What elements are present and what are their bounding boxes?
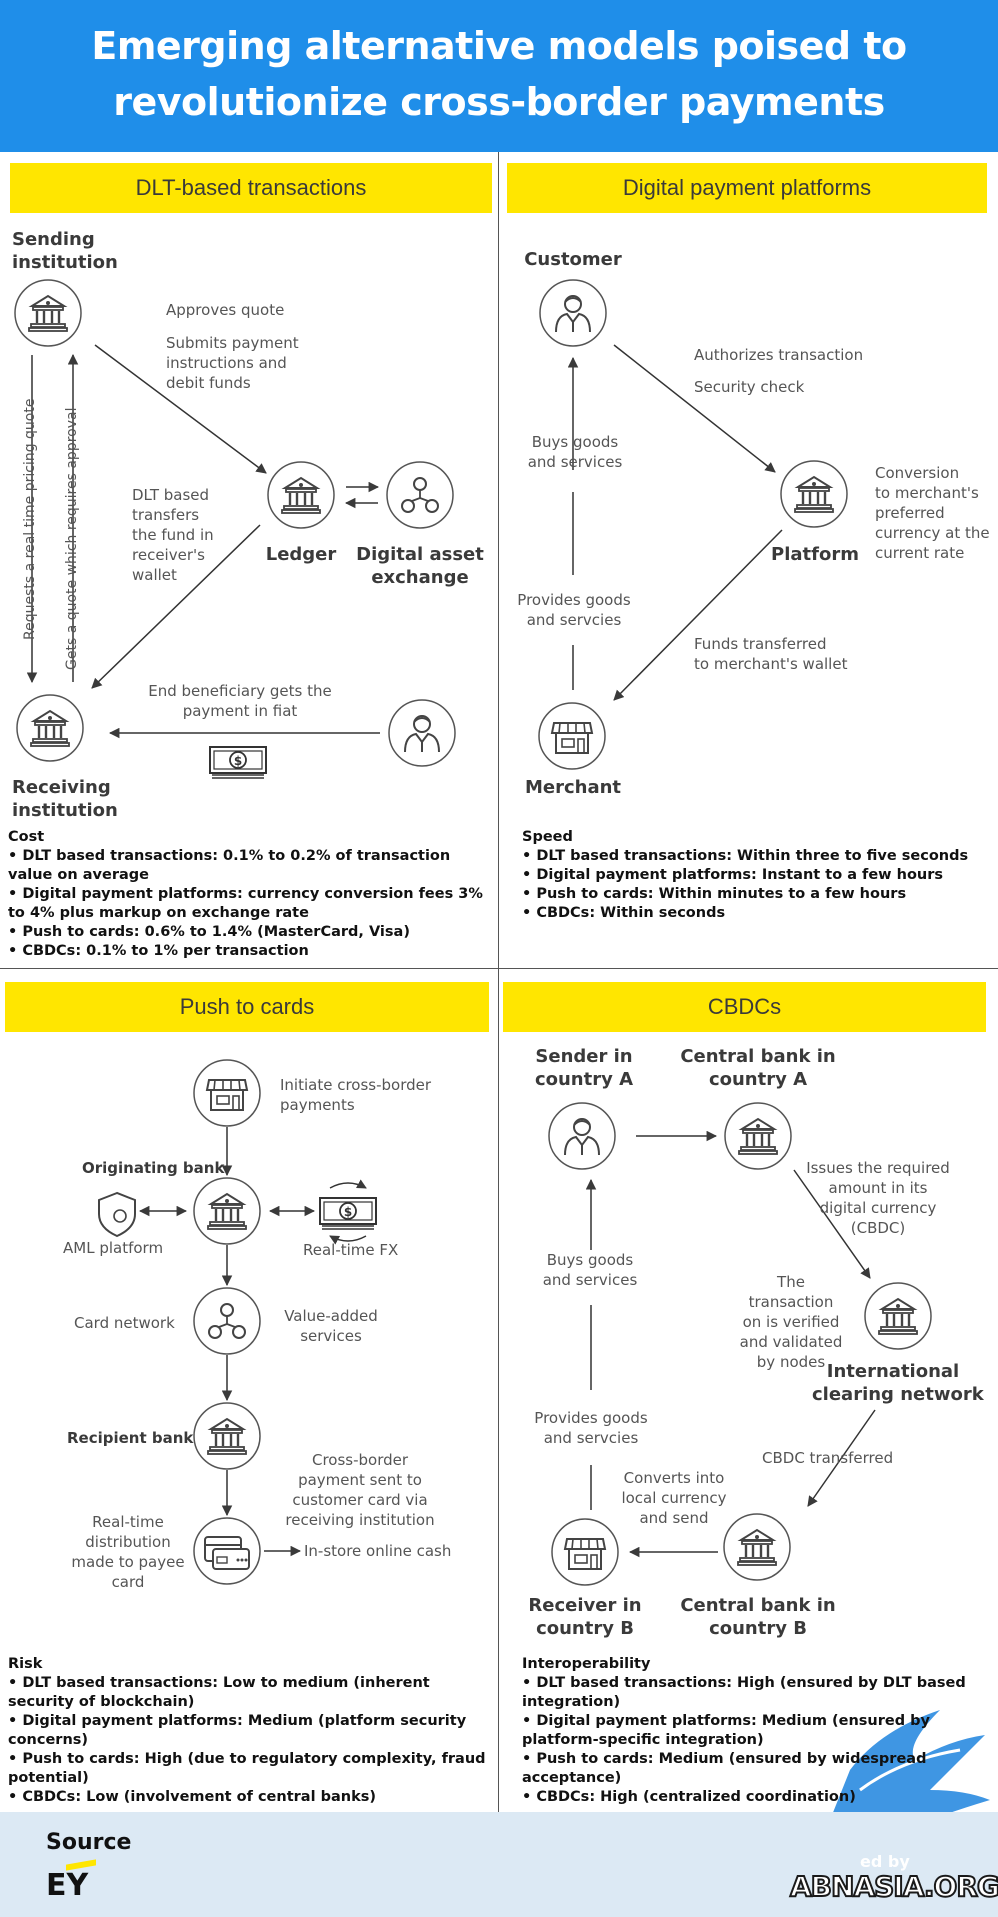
crossborder-payment-label: Cross-border payment sent to customer card… <box>285 1451 435 1529</box>
dlt-transfers-label: DLT based transfers the fund in receiver's w… <box>132 486 214 584</box>
ledger-circle <box>267 461 335 529</box>
title-line-2: revolutionize cross-border payments <box>113 80 885 124</box>
initiate-circle <box>193 1059 261 1127</box>
interop-item: • DLT based transactions: High (ensured … <box>522 1675 966 1710</box>
heading-dpp: Digital payment platforms <box>507 163 987 213</box>
risk-item: • Push to cards: High (due to regulatory… <box>8 1751 486 1786</box>
ledger-label: Ledger <box>265 544 337 565</box>
speed-item: • Push to cards: Within minutes to a few… <box>522 886 907 902</box>
conversion-label: Conversion to merchant's preferred currency… <box>875 464 990 562</box>
sending-institution-label: Sending institution <box>12 229 118 273</box>
title-line-1: Emerging alternative models poised to <box>91 24 907 68</box>
risk-item: • CBDCs: Low (involvement of central ban… <box>8 1789 376 1805</box>
cash-icon <box>209 746 267 779</box>
speed-item: • Digital payment platforms: Instant to … <box>522 867 944 883</box>
cb-a-label: Central bank in country A <box>680 1046 836 1090</box>
receiver-circle <box>551 1518 619 1586</box>
risk-info: Risk • DLT based transactions: Low to me… <box>8 1655 490 1807</box>
watermark-small-text: ed by <box>860 1852 910 1871</box>
sender-label: Sender in country A <box>534 1046 634 1090</box>
source-name: EY <box>46 1868 89 1903</box>
interop-item: • Push to cards: Medium (ensured by wide… <box>522 1751 927 1786</box>
risk-heading: Risk <box>8 1656 43 1672</box>
cash-icon <box>319 1197 377 1230</box>
watermark-text: ABNASIA.ORG <box>789 1869 998 1904</box>
recipient-bank-circle <box>193 1402 261 1470</box>
submits-payment-label: Submits payment instructions and debit fun… <box>166 334 299 392</box>
receiver-label: Receiver in country B <box>528 1595 642 1639</box>
interop-item: • CBDCs: High (centralized coordination) <box>522 1789 856 1805</box>
authorizes-label: Authorizes transaction <box>694 346 864 364</box>
speed-item: • CBDCs: Within seconds <box>522 905 726 921</box>
cost-info: Cost • DLT based transactions: 0.1% to 0… <box>8 828 490 961</box>
cb-a-circle <box>724 1102 792 1170</box>
cbdc-transferred-label: CBDC transferred <box>762 1449 894 1467</box>
requests-quote-label: Requests a real time pricing quote <box>22 398 38 640</box>
source-label: Source <box>46 1830 132 1855</box>
initiate-label: Initiate cross-border payments <box>280 1076 432 1114</box>
merchant-label: Merchant <box>524 777 622 798</box>
approves-quote-label: Approves quote <box>166 301 285 319</box>
platform-label: Platform <box>771 544 859 565</box>
instore-label: In-store online cash <box>304 1542 452 1560</box>
sending-institution-circle <box>14 279 82 347</box>
card-network-label: Card network <box>74 1314 175 1332</box>
digital-asset-exchange-label: Digital asset exchange <box>356 544 484 588</box>
risk-item: • DLT based transactions: Low to medium … <box>8 1675 430 1710</box>
converts-label: Converts into local currency and send <box>621 1469 727 1527</box>
merchant-circle <box>538 702 606 770</box>
cost-heading: Cost <box>8 829 45 845</box>
cost-item: • Push to cards: 0.6% to 1.4% (MasterCar… <box>8 924 410 940</box>
cbdc-provides-goods-label: Provides goods and servcies <box>534 1409 648 1447</box>
security-check-label: Security check <box>694 378 805 396</box>
gets-quote-label: Gets a quote which requires approval <box>64 407 80 670</box>
provides-goods-label: Provides goods and servcies <box>517 591 631 629</box>
icn-label: International clearing network <box>812 1361 984 1405</box>
speed-heading: Speed <box>522 829 573 845</box>
cost-item: • Digital payment platforms: currency co… <box>8 886 483 921</box>
interop-heading: Interoperability <box>522 1656 651 1672</box>
originating-bank-label: Originating bank <box>82 1159 225 1177</box>
issues-label: Issues the required amount in its digital … <box>806 1159 950 1237</box>
card-icon <box>204 1536 250 1570</box>
footer <box>0 1812 998 1917</box>
receiving-institution-circle <box>16 694 84 762</box>
receiving-institution-label: Receiving institution <box>12 777 118 821</box>
aml-shield-icon <box>98 1191 136 1238</box>
cost-item: • DLT based transactions: 0.1% to 0.2% o… <box>8 848 451 883</box>
transaction-verified-label: The transaction on is verified and validate… <box>739 1273 843 1371</box>
heading-dlt: DLT-based transactions <box>10 163 492 213</box>
customer-label: Customer <box>524 249 622 270</box>
header-banner <box>0 0 998 152</box>
cb-b-label: Central bank in country B <box>680 1595 836 1639</box>
speed-item: • DLT based transactions: Within three t… <box>522 848 969 864</box>
interop-info: Interoperability • DLT based transaction… <box>522 1655 992 1807</box>
recipient-bank-label: Recipient bank <box>67 1429 194 1447</box>
buys-goods-label: Buys goods and services <box>527 433 623 471</box>
grid-vertical-divider <box>498 152 499 1812</box>
cbdc-buys-goods-label: Buys goods and services <box>542 1251 638 1289</box>
originating-bank-circle <box>193 1177 261 1245</box>
cost-item: • CBDCs: 0.1% to 1% per transaction <box>8 943 309 959</box>
interop-item: • Digital payment platforms: Medium (ens… <box>522 1713 930 1748</box>
heading-cbdc: CBDCs <box>503 982 986 1032</box>
cb-b-circle <box>723 1513 791 1581</box>
icn-circle <box>864 1282 932 1350</box>
value-added-label: Value-added services <box>284 1307 378 1345</box>
platform-circle <box>780 460 848 528</box>
realtime-fx-label: Real-time FX <box>303 1241 399 1259</box>
speed-info: Speed • DLT based transactions: Within t… <box>522 828 992 923</box>
end-beneficiary-label: End beneficiary gets the payment in fiat <box>148 682 332 720</box>
grid-horizontal-divider <box>0 968 998 969</box>
heading-ptc: Push to cards <box>5 982 489 1032</box>
page-title: Emerging alternative models poised to re… <box>0 18 998 130</box>
funds-transferred-label: Funds transferred to merchant's wallet <box>694 635 848 673</box>
realtime-distribution-label: Real-time distribution made to payee card <box>71 1513 185 1591</box>
risk-item: • Digital payment platforms: Medium (pla… <box>8 1713 467 1748</box>
aml-platform-label: AML platform <box>63 1239 164 1257</box>
